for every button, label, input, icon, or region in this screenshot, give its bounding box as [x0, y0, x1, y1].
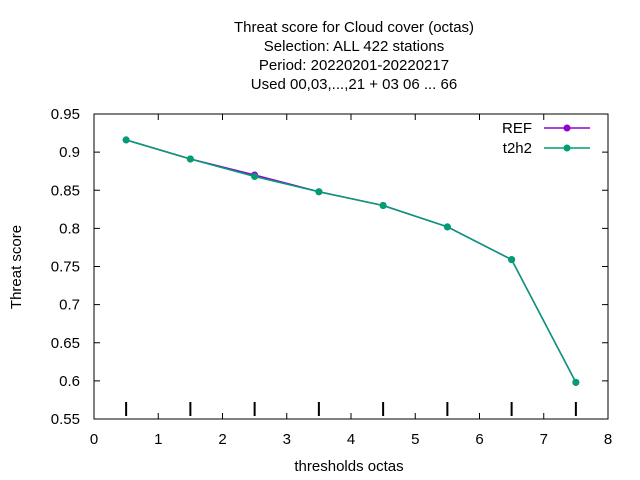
data-point-t2h2 — [251, 173, 259, 181]
data-point-t2h2 — [572, 378, 580, 386]
x-tick-label: 3 — [283, 431, 291, 448]
series-line-ref — [125, 139, 577, 383]
plot-area — [93, 113, 609, 420]
y-tick-label: 0.7 — [59, 297, 80, 314]
data-point-t2h2 — [315, 188, 323, 196]
title-line: Period: 20220201-20220217 — [259, 57, 449, 74]
legend-label: t2h2 — [503, 140, 532, 157]
y-tick-label: 0.55 — [51, 411, 80, 428]
y-tick-label: 0.9 — [59, 144, 80, 161]
y-tick-label: 0.65 — [51, 335, 80, 352]
y-tick-label: 0.85 — [51, 182, 80, 199]
y-tick-label: 0.75 — [51, 259, 80, 276]
x-tick-label: 6 — [475, 431, 483, 448]
x-tick-label: 0 — [90, 431, 98, 448]
threshold-markers — [125, 402, 577, 416]
plot-frame — [93, 113, 609, 420]
data-point-t2h2 — [122, 136, 130, 144]
data-point-t2h2 — [379, 202, 387, 209]
x-tick-label: 2 — [218, 431, 226, 448]
x-axis-label: thresholds octas — [294, 458, 403, 475]
data-point-t2h2 — [443, 223, 451, 231]
x-axis-ticks: 0 1 2 3 4 5 6 7 8 — [90, 114, 612, 448]
y-axis-ticks: 0.55 0.6 0.65 0.7 0.75 0.8 0.85 0.9 0.95 — [51, 106, 608, 428]
y-tick-label: 0.95 — [51, 106, 80, 123]
data-point-t2h2 — [186, 155, 194, 163]
title-line: Threat score for Cloud cover (octas) — [234, 19, 474, 36]
x-tick-label: 5 — [411, 431, 419, 448]
x-tick-label: 4 — [347, 431, 355, 448]
x-tick-label: 7 — [540, 431, 548, 448]
legend-label: REF — [502, 120, 532, 137]
title-line: Used 00,03,...,21 + 03 06 ... 66 — [251, 76, 457, 93]
legend-marker — [563, 144, 571, 152]
y-tick-label: 0.8 — [59, 220, 80, 237]
x-tick-label: 8 — [604, 431, 612, 448]
series-lines — [122, 136, 580, 386]
series-line-t2h2 — [125, 139, 577, 383]
chart-title: Threat score for Cloud cover (octas) Sele… — [234, 19, 474, 93]
legend: REF t2h2 — [502, 120, 590, 157]
legend-marker — [563, 124, 571, 132]
y-axis-label: Threat score — [8, 225, 25, 309]
title-line: Selection: ALL 422 stations — [264, 38, 444, 55]
x-tick-label: 1 — [154, 431, 162, 448]
data-point-t2h2 — [508, 256, 516, 264]
y-tick-label: 0.6 — [59, 373, 80, 390]
